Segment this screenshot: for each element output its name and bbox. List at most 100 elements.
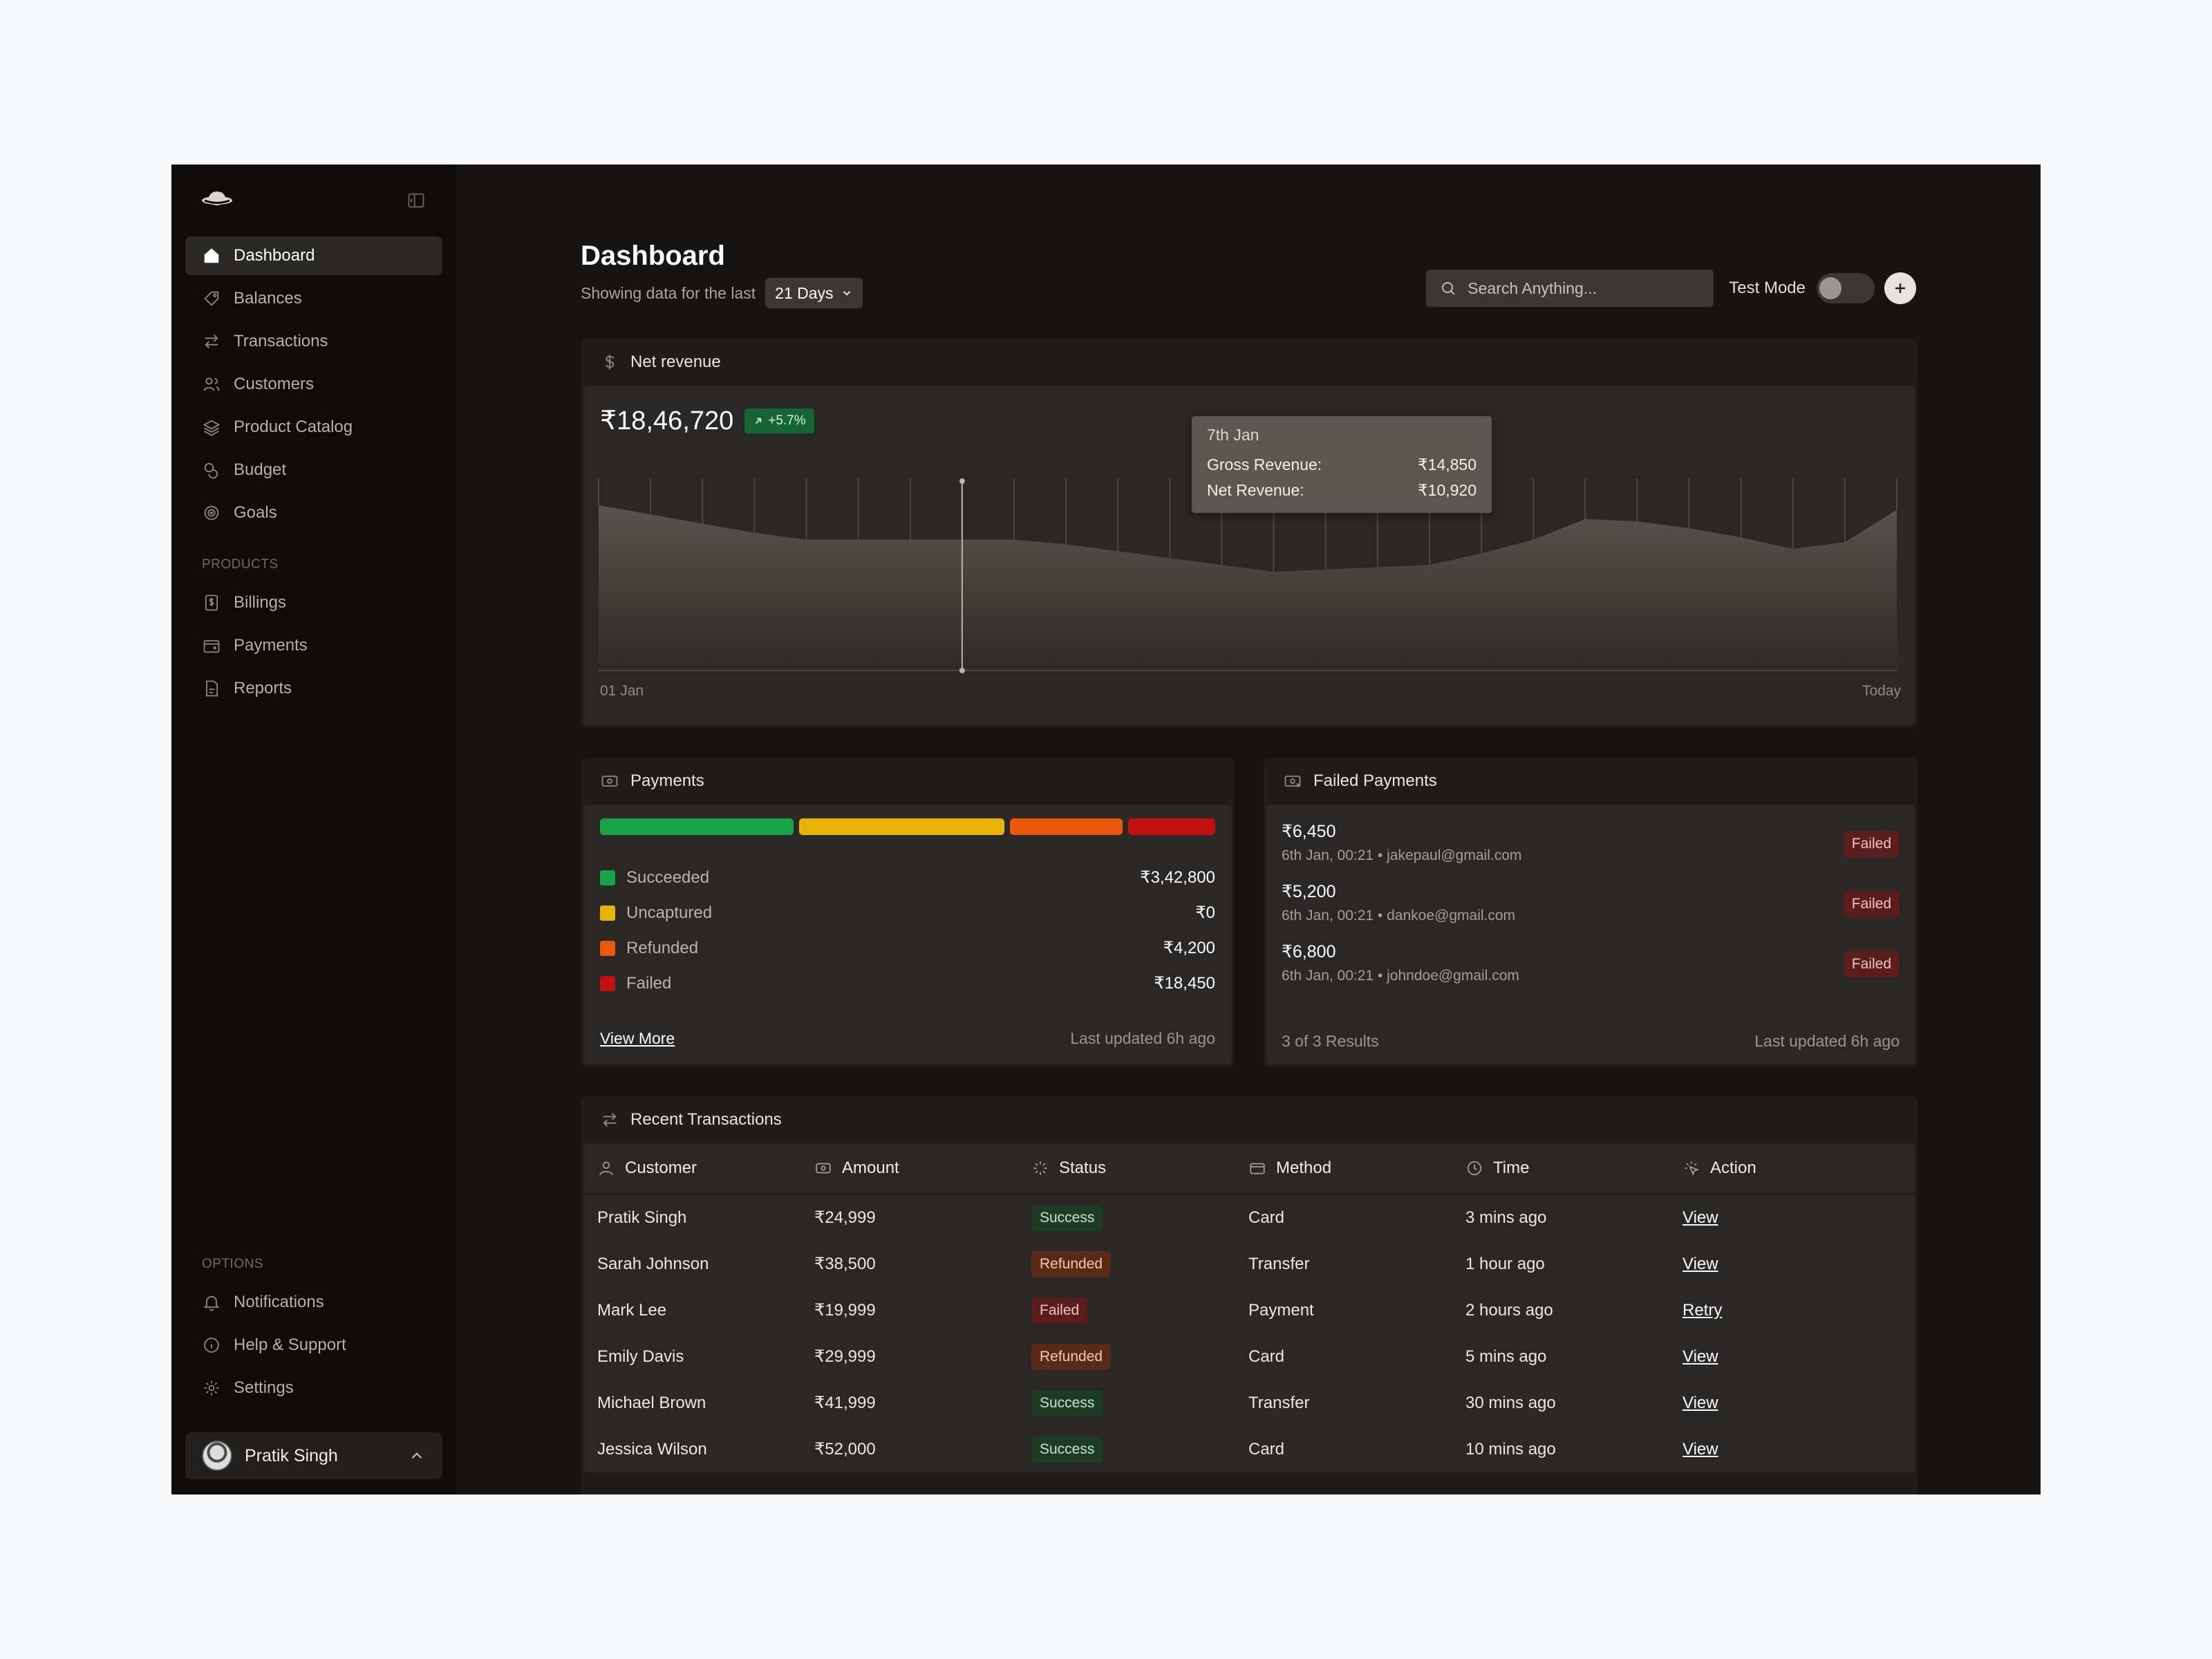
action-link[interactable]: View — [1683, 1439, 1718, 1459]
sidebar-item-customers[interactable]: Customers — [185, 365, 442, 404]
list-item[interactable]: ₹6,450 6th Jan, 00:21 • jakepaul@gmail.co… — [1282, 817, 1900, 877]
sidebar-item-notifications[interactable]: Notifications — [185, 1283, 442, 1322]
column-label: Amount — [842, 1159, 899, 1177]
bar-segment-failed — [1127, 818, 1215, 835]
tooltip-net-row: Net Revenue: ₹10,920 — [1207, 481, 1477, 500]
app-window: Dashboard Balances Transactions Customers Pr… — [171, 165, 2041, 1494]
options-nav: Notifications Help & Support Settings — [185, 1283, 442, 1407]
cell-method: Card — [1248, 1439, 1285, 1459]
payments-legend: Succeeded ₹3,42,800 Uncaptured ₹0 Refunded ₹4… — [600, 860, 1215, 1001]
cell-time: 30 mins ago — [1465, 1393, 1556, 1412]
column-label: Action — [1710, 1159, 1756, 1177]
sidebar-item-help-support[interactable]: Help & Support — [185, 1326, 442, 1365]
failed-footer: 3 of 3 Results Last updated 6h ago — [1282, 1032, 1900, 1051]
table-row[interactable]: Sarah Johnson ₹38,500 Refunded Transfer 1 ho… — [583, 1241, 1915, 1287]
revenue-chart[interactable] — [583, 386, 1915, 724]
user-name: Pratik Singh — [245, 1445, 338, 1465]
cell-method: Transfer — [1248, 1393, 1310, 1412]
column-header-amount[interactable]: Amount — [814, 1159, 1031, 1178]
sidebar-item-balances[interactable]: Balances — [185, 279, 442, 318]
sidebar-item-settings[interactable]: Settings — [185, 1369, 442, 1407]
sidebar-item-budget[interactable]: Budget — [185, 451, 442, 489]
legend-item: Refunded ₹4,200 — [600, 930, 1215, 966]
cell-time: 5 mins ago — [1465, 1347, 1547, 1366]
tooltip-gross-label: Gross Revenue: — [1207, 456, 1322, 474]
arrow-up-right-icon — [756, 418, 762, 424]
wallet-icon — [203, 640, 220, 653]
search-input[interactable]: Search Anything... — [1426, 270, 1714, 307]
column-label: Customer — [625, 1159, 697, 1177]
action-link[interactable]: View — [1683, 1208, 1718, 1227]
cell-method: Card — [1248, 1208, 1285, 1227]
cell-status: Failed — [1031, 1297, 1248, 1324]
sidebar-item-reports[interactable]: Reports — [185, 669, 442, 708]
tooltip-gross-value: ₹14,850 — [1418, 456, 1477, 474]
list-item[interactable]: ₹6,800 6th Jan, 00:21 • johndoe@gmail.com… — [1282, 937, 1900, 997]
bar-segment-uncaptured — [798, 818, 1005, 835]
sidebar-item-product-catalog[interactable]: Product Catalog — [185, 408, 442, 447]
date-range-row: Showing data for the last 21 Days — [581, 278, 863, 308]
column-header-customer[interactable]: Customer — [597, 1159, 814, 1178]
payments-card: Payments Succeeded ₹3,42,800 Uncaptured ₹0 R… — [581, 758, 1235, 1067]
card-title: Payments — [630, 771, 704, 790]
search-placeholder: Search Anything... — [1468, 279, 1597, 297]
failed-payments-list: ₹6,450 6th Jan, 00:21 • jakepaul@gmail.co… — [1282, 817, 1900, 997]
legend-label: Failed — [626, 973, 672, 993]
cell-customer: Jessica Wilson — [597, 1439, 707, 1459]
column-label: Time — [1493, 1159, 1530, 1177]
cell-customer: Mark Lee — [597, 1300, 667, 1320]
table-row[interactable]: Emily Davis ₹29,999 Refunded Card 5 mins ago… — [583, 1333, 1915, 1380]
failed-payments-body: ₹6,450 6th Jan, 00:21 • jakepaul@gmail.co… — [1266, 805, 1915, 1065]
sidebar-item-goals[interactable]: Goals — [185, 494, 442, 532]
sidebar-item-label: Billings — [234, 593, 287, 612]
action-link[interactable]: View — [1683, 1254, 1718, 1273]
arrows-icon — [603, 1113, 617, 1127]
legend-item: Succeeded ₹3,42,800 — [600, 860, 1215, 895]
tooltip-net-value: ₹10,920 — [1418, 481, 1477, 499]
legend-swatch — [600, 975, 615, 991]
sidebar-item-label: Payments — [234, 636, 308, 655]
sidebar-item-label: Help & Support — [234, 1335, 346, 1354]
view-more-link[interactable]: View More — [600, 1029, 675, 1047]
sidebar-item-dashboard[interactable]: Dashboard — [185, 236, 442, 275]
table-row[interactable]: Mark Lee ₹19,999 Failed Payment 2 hours ago R… — [583, 1287, 1915, 1333]
sidebar-item-billings[interactable]: Billings — [185, 583, 442, 622]
bell-icon — [203, 1295, 220, 1311]
logo-icon[interactable] — [200, 190, 234, 211]
list-item[interactable]: ₹5,200 6th Jan, 00:21 • dankoe@gmail.com F… — [1282, 877, 1900, 937]
action-link[interactable]: View — [1683, 1393, 1718, 1412]
table-row[interactable]: Pratik Singh ₹24,999 Success Card 3 mins ago… — [583, 1194, 1915, 1241]
options-section-label: OPTIONS — [202, 1257, 264, 1271]
dollar-file-icon — [205, 594, 218, 611]
status-badge: Success — [1031, 1204, 1103, 1231]
add-button[interactable] — [1884, 272, 1916, 304]
legend-label: Uncaptured — [626, 903, 713, 922]
toggle-knob — [1819, 277, 1841, 299]
status-badge: Failed — [1843, 951, 1900, 977]
sidebar-item-payments[interactable]: Payments — [185, 626, 442, 665]
test-mode-toggle[interactable] — [1817, 273, 1875, 303]
chevron-up-icon — [408, 1447, 426, 1465]
column-header-method[interactable]: Method — [1248, 1159, 1465, 1178]
table-row[interactable]: Jessica Wilson ₹52,000 Success Card 10 mins … — [583, 1426, 1915, 1472]
card-header: Recent Transactions — [581, 1096, 1918, 1143]
sidebar-collapse-icon[interactable] — [406, 191, 426, 210]
sidebar-item-label: Notifications — [234, 1293, 324, 1311]
date-range-select[interactable]: 21 Days — [765, 278, 863, 308]
products-section-label: PRODUCTS — [202, 557, 279, 572]
hover-cursor-dot — [959, 668, 965, 673]
column-header-action[interactable]: Action — [1683, 1159, 1900, 1178]
user-icon — [599, 1161, 613, 1176]
action-link[interactable]: View — [1683, 1347, 1718, 1366]
column-header-status[interactable]: Status — [1031, 1159, 1248, 1178]
legend-swatch — [600, 940, 615, 956]
action-link[interactable]: Retry — [1683, 1300, 1723, 1320]
transactions-table: Customer Amount Status Method Time Action Pra… — [583, 1143, 1915, 1472]
legend-value: ₹4,200 — [1163, 939, 1215, 957]
table-body: Pratik Singh ₹24,999 Success Card 3 mins ago… — [583, 1194, 1915, 1472]
sidebar-item-transactions[interactable]: Transactions — [185, 322, 442, 361]
main-nav: Dashboard Balances Transactions Customers Pr… — [185, 236, 442, 532]
column-header-time[interactable]: Time — [1465, 1159, 1683, 1178]
user-menu[interactable]: Pratik Singh — [185, 1432, 442, 1479]
table-row[interactable]: Michael Brown ₹41,999 Success Transfer 30 mi… — [583, 1380, 1915, 1426]
